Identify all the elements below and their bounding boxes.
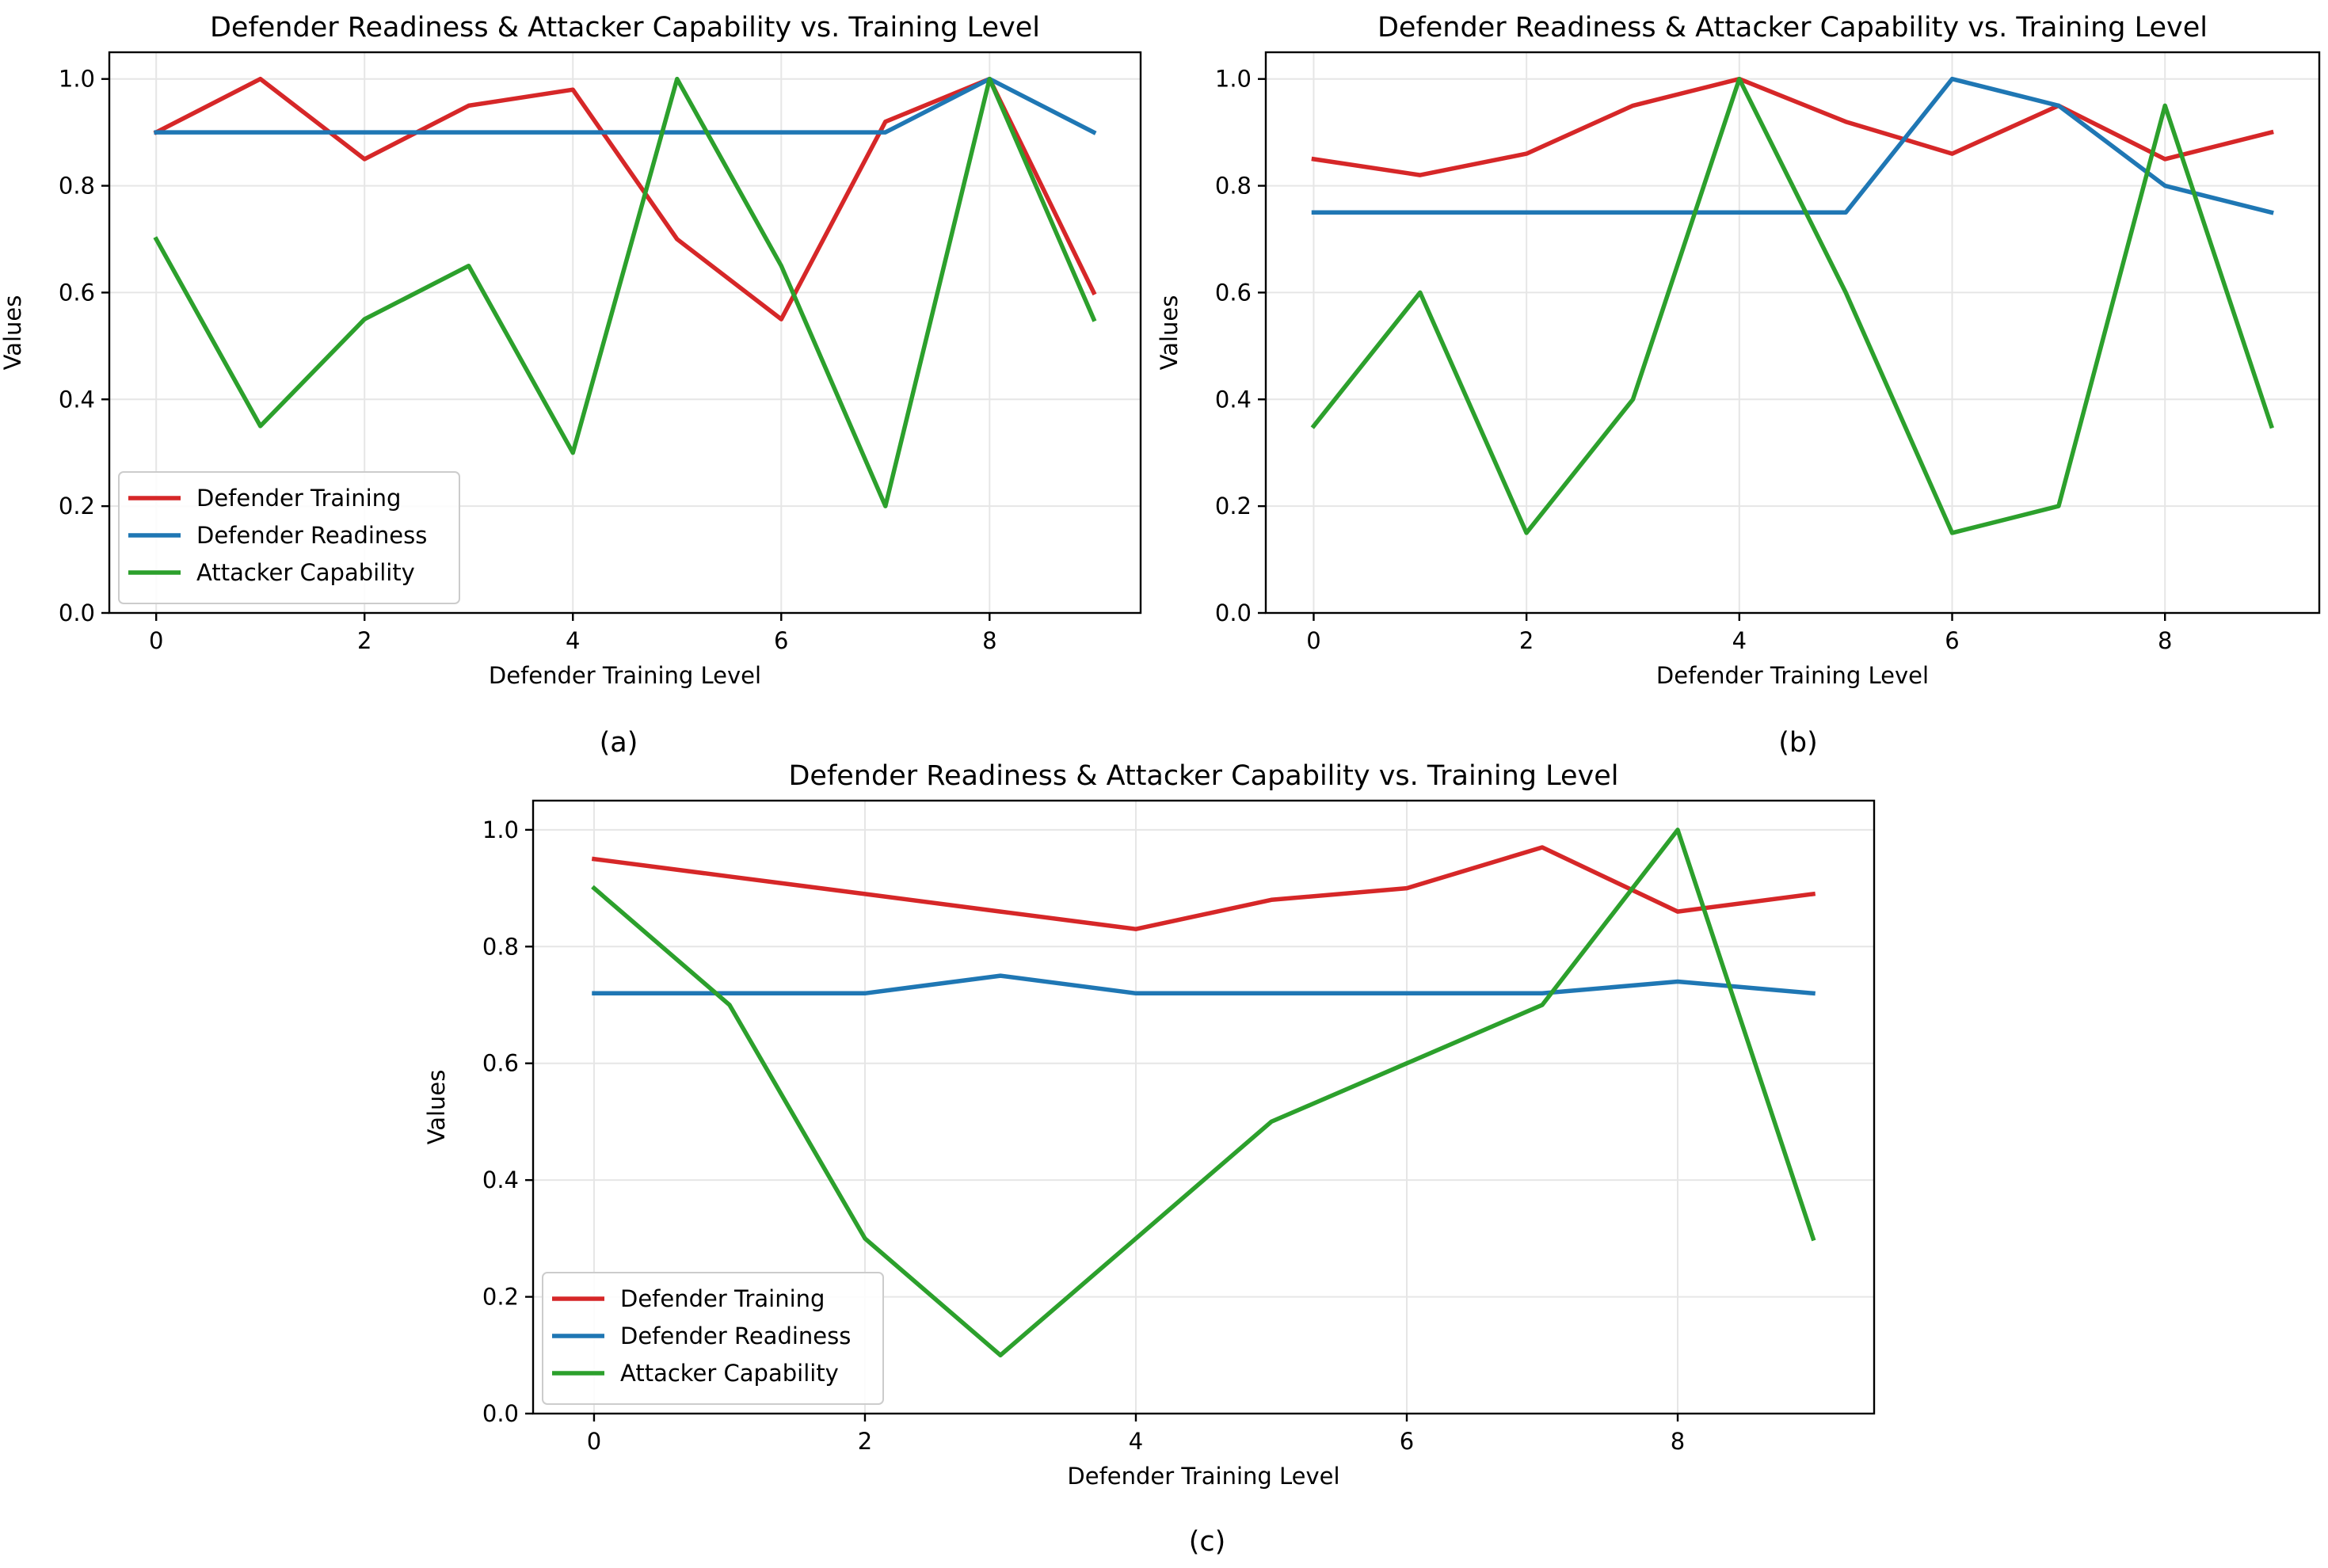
x-axis-label: Defender Training Level [1656,662,1929,689]
chart-panel-2: 0 2 4 6 8 0.0 0.2 0.4 0.6 0.8 1.0 Defender Readines… [423,760,1876,1558]
x-tick-label: 6 [774,627,788,654]
y-axis-label: Values [423,1070,450,1145]
x-tick-label: 2 [1519,627,1534,654]
y-axis-label: Values [1156,295,1183,371]
x-tick-label: 2 [858,1428,872,1455]
y-tick-label: 0.4 [482,1166,519,1193]
legend-frame [542,1272,884,1405]
y-tick-label: 1.0 [59,66,95,93]
x-tick-label: 0 [1306,627,1320,654]
y-tick-label: 0.0 [1215,599,1252,626]
legend-label: Defender Readiness [196,522,427,549]
x-tick-label: 0 [587,1428,601,1455]
y-tick-label: 0.2 [1215,493,1252,519]
x-axis-label: Defender Training Level [489,662,761,689]
legend-label: Attacker Capability [620,1360,839,1387]
y-tick-label: 0.4 [1215,386,1252,413]
legend-label: Defender Training [620,1285,825,1312]
series-line-attacker-capability [1310,76,2274,535]
panel-caption: (b) [1778,727,1818,759]
panel-caption: (c) [1189,1526,1226,1558]
y-tick-label: 0.6 [1215,279,1252,306]
legend-label: Attacker Capability [196,559,415,586]
series-line-attacker-capability [591,828,1816,1358]
x-tick-label: 2 [357,627,371,654]
y-tick-label: 0.8 [1215,173,1252,200]
series-line-defender-readiness [154,76,1097,135]
legend: Defender Training Defender Readiness Attac… [118,471,460,604]
x-tick-label: 4 [566,627,580,654]
y-tick-label: 0.6 [59,279,95,306]
axes-frame [1264,51,2321,615]
y-tick-label: 0.2 [482,1284,519,1311]
x-tick-label: 6 [1400,1428,1414,1455]
x-tick-label: 0 [149,627,163,654]
y-tick-label: 0.4 [59,386,95,413]
legend-frame [118,471,460,604]
chart-title: Defender Readiness & Attacker Capability… [210,12,1040,44]
series-line-defender-readiness [1311,76,2274,215]
series-line-defender-training [1311,76,2274,177]
y-axis-label: Values [0,295,26,371]
y-tick-label: 0.2 [59,493,95,519]
y-tick-label: 0.8 [482,933,519,960]
y-tick-label: 0.0 [59,599,95,626]
axes-frame [532,799,1876,1415]
x-tick-label: 8 [982,627,996,654]
x-tick-label: 4 [1129,1428,1143,1455]
panel-caption: (a) [600,727,638,759]
chart-title: Defender Readiness & Attacker Capability… [788,760,1618,792]
y-tick-label: 1.0 [1215,66,1252,93]
series-line-defender-training [591,845,1816,931]
y-tick-label: 0.0 [482,1400,519,1427]
chart-panel-0: 0 2 4 6 8 0.0 0.2 0.4 0.6 0.8 1.0 Defender Readines… [0,12,1142,759]
y-tick-label: 0.6 [482,1050,519,1077]
y-tick-label: 0.8 [59,173,95,200]
chart-title: Defender Readiness & Attacker Capability… [1377,12,2208,44]
series-line-defender-readiness [592,973,1816,996]
axes-frame [108,51,1142,615]
chart-panel-1: 0 2 4 6 8 0.0 0.2 0.4 0.6 0.8 1.0 Defender Readines… [1156,12,2321,759]
x-axis-label: Defender Training Level [1067,1463,1339,1490]
series-line-defender-training [153,76,1097,322]
x-tick-label: 8 [2158,627,2172,654]
x-tick-label: 6 [1945,627,1959,654]
legend-label: Defender Readiness [620,1323,851,1349]
x-tick-label: 8 [1671,1428,1685,1455]
legend: Defender Training Defender Readiness Attac… [542,1272,884,1405]
series-line-attacker-capability [153,76,1097,508]
legend-label: Defender Training [196,485,401,512]
y-tick-label: 1.0 [482,816,519,843]
x-tick-label: 4 [1732,627,1747,654]
